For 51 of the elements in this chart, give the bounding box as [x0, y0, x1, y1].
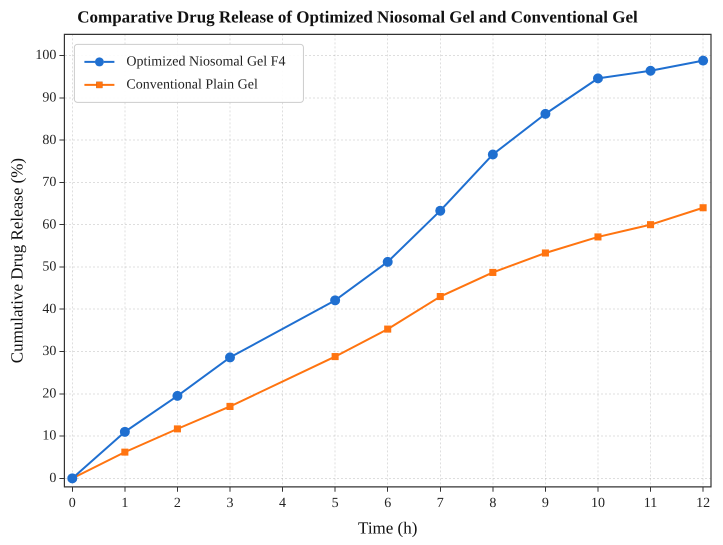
point — [700, 204, 707, 212]
y-tick-label: 40 — [42, 302, 56, 317]
point — [120, 426, 130, 437]
chart-title: Comparative Drug Release of Optimized Niosomal Gel and Conventional Gel — [77, 8, 638, 27]
point — [332, 353, 339, 360]
x-tick-label: 3 — [226, 496, 234, 511]
x-tick-label: 11 — [644, 496, 658, 511]
point — [436, 293, 444, 300]
y-tick-label: 0 — [49, 471, 56, 486]
point — [226, 402, 234, 410]
x-tick-label: 7 — [436, 496, 444, 511]
x-tick-label: 8 — [489, 496, 496, 511]
point — [646, 66, 656, 76]
x-axis-title: Time (h) — [358, 518, 418, 538]
point — [435, 206, 446, 216]
point — [488, 149, 498, 160]
x-tick-label: 1 — [121, 496, 128, 511]
x-tick-label: 10 — [590, 496, 605, 511]
y-tick-label: 10 — [42, 428, 56, 444]
legend-label: Conventional Plain Gel — [126, 78, 258, 93]
point — [224, 352, 235, 362]
x-tick-label: 4 — [279, 496, 286, 511]
x-tick-label: 9 — [542, 496, 549, 511]
x-tick-label: 12 — [696, 496, 710, 511]
point — [121, 448, 128, 456]
y-tick-label: 60 — [42, 217, 56, 232]
y-tick-label: 80 — [42, 132, 56, 148]
point — [540, 108, 550, 119]
point — [172, 390, 182, 401]
y-tick-label: 70 — [42, 175, 56, 190]
point — [594, 233, 602, 240]
point — [698, 56, 708, 66]
y-tick-label: 30 — [42, 344, 56, 360]
legend-label: Optimized Niosomal Gel F4 — [126, 54, 286, 70]
y-tick-label: 90 — [42, 90, 56, 106]
y-tick-label: 100 — [35, 48, 56, 64]
point — [592, 73, 603, 84]
y-axis-title: Cumulative Drug Release (%) — [8, 158, 27, 364]
point — [489, 268, 496, 276]
point — [384, 326, 392, 333]
point — [174, 425, 181, 432]
x-tick-label: 6 — [384, 496, 392, 511]
x-tick-label: 2 — [174, 496, 181, 511]
x-tick-label: 0 — [68, 496, 76, 511]
point — [542, 249, 549, 257]
point — [382, 256, 393, 267]
point — [647, 221, 654, 228]
y-tick-label: 20 — [42, 386, 56, 402]
x-tick-label: 5 — [332, 496, 339, 511]
point — [330, 295, 340, 306]
y-tick-label: 50 — [42, 260, 56, 275]
